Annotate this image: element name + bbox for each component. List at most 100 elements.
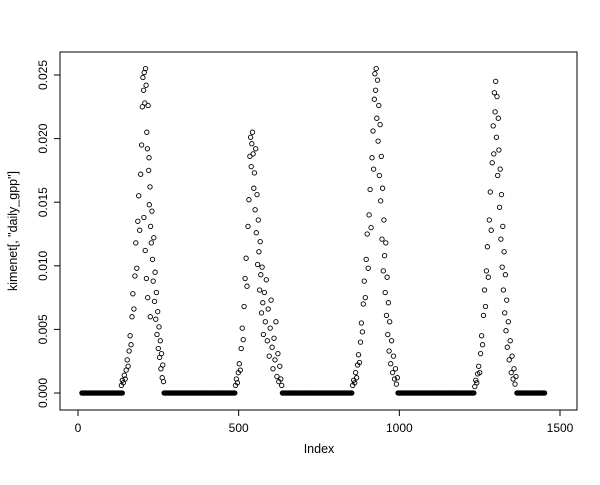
data-point <box>126 348 132 354</box>
data-point <box>125 363 131 369</box>
data-point <box>275 350 281 357</box>
data-point <box>142 65 149 72</box>
data-point <box>505 319 511 325</box>
data-point <box>137 227 143 233</box>
data-point <box>493 78 499 85</box>
data-point <box>277 363 283 369</box>
data-point <box>379 236 385 242</box>
data-point <box>366 212 372 218</box>
data-point <box>477 350 484 357</box>
data-point <box>243 255 249 261</box>
data-point <box>131 306 137 312</box>
data-point <box>378 198 384 204</box>
data-point <box>489 160 495 166</box>
data-point <box>509 353 515 359</box>
data-point <box>507 338 513 344</box>
data-point <box>155 308 161 315</box>
data-point <box>381 252 388 259</box>
data-point <box>483 268 490 274</box>
data-point <box>151 235 157 241</box>
data-point <box>119 377 125 383</box>
data-point <box>370 166 377 172</box>
data-point <box>236 361 242 367</box>
data-point <box>119 390 125 396</box>
data-point <box>132 273 138 279</box>
x-axis-label: Index <box>304 442 335 456</box>
data-point <box>382 289 388 296</box>
data-point <box>363 256 369 263</box>
data-point <box>138 171 144 177</box>
data-point <box>385 300 392 306</box>
data-point <box>247 153 253 160</box>
data-point <box>249 129 256 135</box>
data-point <box>386 348 392 354</box>
data-point <box>352 380 358 386</box>
data-point <box>390 353 397 359</box>
data-point <box>256 249 262 255</box>
data-point <box>150 278 156 284</box>
data-point <box>255 217 261 223</box>
data-point <box>498 191 505 198</box>
data-point <box>253 230 259 236</box>
data-point <box>491 90 498 96</box>
x-tick-label: 500 <box>229 421 249 435</box>
data-point <box>262 319 268 325</box>
data-point <box>510 376 516 382</box>
data-point <box>379 185 386 191</box>
data-point <box>351 377 357 383</box>
data-point <box>156 324 162 330</box>
data-point <box>274 373 280 380</box>
data-point <box>485 274 491 280</box>
data-point <box>251 185 257 191</box>
data-point <box>476 363 482 369</box>
data-point <box>387 319 393 325</box>
y-tick-label: 0.015 <box>36 187 50 217</box>
y-tick-label: 0.010 <box>36 250 50 280</box>
data-point <box>147 314 153 320</box>
data-point <box>471 390 477 396</box>
data-point <box>152 269 158 275</box>
data-point <box>133 240 139 246</box>
data-point <box>258 310 265 316</box>
data-point <box>362 294 368 301</box>
data-point <box>474 380 480 386</box>
data-point <box>140 87 147 93</box>
x-tick-label: 0 <box>75 421 82 435</box>
data-point <box>143 82 149 88</box>
data-point <box>270 366 276 372</box>
data-point <box>388 338 395 344</box>
data-point <box>124 357 130 363</box>
data-point <box>500 223 506 230</box>
data-point <box>271 335 277 341</box>
data-point <box>367 186 373 193</box>
data-point <box>240 336 246 343</box>
plot-frame <box>59 51 578 411</box>
data-point <box>391 376 398 382</box>
y-tick-label: 0.020 <box>36 123 50 153</box>
data-point <box>491 151 497 157</box>
data-point <box>487 189 493 195</box>
data-point <box>392 366 399 372</box>
data-point <box>142 100 148 106</box>
data-point <box>385 331 391 338</box>
data-point <box>142 247 148 254</box>
data-point <box>484 244 491 250</box>
data-point <box>267 325 273 331</box>
data-point <box>358 320 365 326</box>
data-point <box>352 369 359 376</box>
data-point <box>259 264 265 270</box>
data-point <box>146 202 152 208</box>
data-point <box>372 71 378 77</box>
data-point <box>139 104 145 110</box>
data-point <box>378 153 384 160</box>
data-point <box>256 287 263 293</box>
data-point <box>129 314 135 320</box>
data-point <box>260 300 266 306</box>
data-point <box>495 115 501 121</box>
data-point <box>264 338 270 344</box>
y-axis-label: kimenet[, "daily_gpp"] <box>6 171 20 291</box>
data-point <box>364 231 370 237</box>
data-point <box>383 240 389 246</box>
